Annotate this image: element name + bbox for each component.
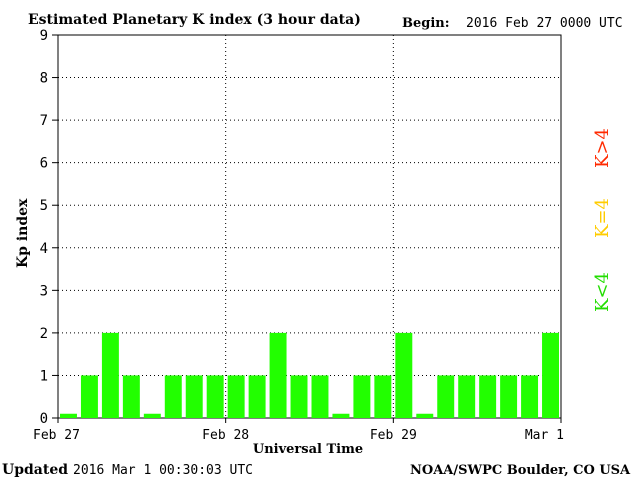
chart-title: Estimated Planetary K index (3 hour data… (28, 12, 361, 28)
y-tick-label: 9 (40, 28, 48, 44)
begin-value: 2016 Feb 27 0000 UTC (466, 16, 623, 31)
legend-item: K<4 (592, 272, 613, 312)
updated-label: Updated (2, 462, 68, 478)
x-axis-ticks: Feb 27 Feb 28 Feb 29 Mar 1 (33, 418, 564, 443)
legend-item: K>4 (592, 128, 613, 168)
kp-bar (479, 375, 497, 418)
kp-bar (521, 375, 539, 418)
x-tick-label: Feb 28 (202, 428, 249, 443)
bar-series (60, 332, 559, 418)
kp-bar (332, 413, 350, 418)
kp-bar (269, 332, 287, 418)
y-tick-label: 0 (40, 411, 48, 427)
y-tick-label: 7 (40, 113, 48, 129)
kp-bar (143, 413, 161, 418)
begin-label: Begin: (402, 16, 450, 31)
kp-bar (353, 375, 371, 418)
x-tick-label: Feb 29 (370, 428, 417, 443)
y-tick-label: 5 (40, 198, 48, 214)
legend-item: K=4 (592, 198, 613, 238)
updated-value: 2016 Mar 1 00:30:03 UTC (73, 463, 253, 478)
y-tick-label: 4 (40, 241, 48, 257)
kp-bar (416, 413, 434, 418)
y-axis-ticks: 0 1 2 3 4 5 6 7 8 9 (40, 28, 58, 427)
y-axis-label: Kp index (15, 198, 31, 268)
kp-bar (122, 375, 140, 418)
kp-bar (374, 375, 392, 418)
kp-bar (458, 375, 476, 418)
kp-bar (311, 375, 329, 418)
kp-bar (185, 375, 203, 418)
y-tick-label: 3 (40, 283, 48, 299)
credit-text: NOAA/SWPC Boulder, CO USA (410, 463, 631, 478)
kp-bar (290, 375, 308, 418)
plot-frame (57, 34, 562, 419)
kp-bar (164, 375, 182, 418)
y-tick-label: 6 (40, 156, 48, 172)
x-axis-label: Universal Time (253, 442, 363, 457)
kp-bar (227, 375, 245, 418)
kp-bar (248, 375, 266, 418)
y-tick-label: 8 (40, 71, 48, 87)
kp-bar (60, 413, 77, 418)
legend: K>4 K=4 K<4 (592, 128, 613, 312)
kp-bar (542, 332, 559, 418)
kp-bar (206, 375, 224, 418)
kp-bar (437, 375, 455, 418)
kp-bar (500, 375, 518, 418)
kp-bar (101, 332, 119, 418)
y-tick-label: 1 (40, 368, 48, 384)
kp-bar (80, 375, 98, 418)
y-tick-label: 2 (40, 326, 48, 342)
x-tick-label: Mar 1 (525, 428, 564, 443)
kp-bar (395, 332, 413, 418)
x-tick-label: Feb 27 (33, 428, 80, 443)
